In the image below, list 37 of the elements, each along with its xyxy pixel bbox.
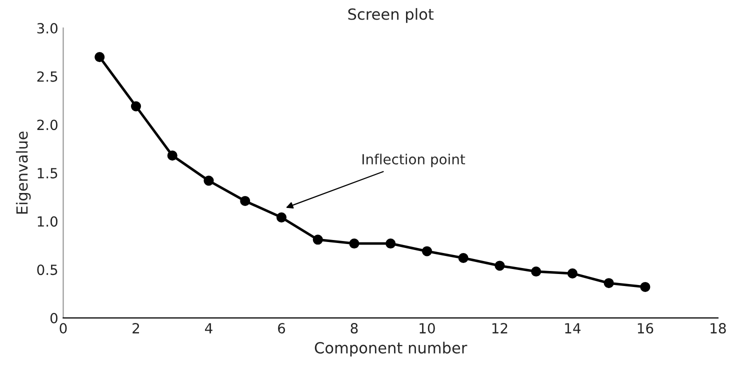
point	[422, 246, 432, 256]
x-tick-label: 10	[420, 323, 435, 334]
point	[458, 252, 468, 264]
y-tick-label: 3.0	[37, 23, 58, 34]
chart-title: Screen plot	[348, 8, 434, 23]
y-axis-title: Eigenvalue	[16, 132, 31, 214]
point	[494, 260, 505, 271]
y-tick-label: 1.0	[38, 216, 58, 227]
point	[531, 266, 542, 277]
x-tick-label: 14	[565, 323, 581, 334]
y-tick-label: 2.5	[37, 71, 58, 82]
point	[312, 234, 323, 245]
y-tick-label: 0	[50, 312, 58, 324]
y-tick-label: 0.5	[37, 264, 58, 276]
point	[604, 278, 614, 288]
x-tick-label: 2	[132, 323, 140, 334]
point	[94, 52, 105, 62]
x-tick-label: 18	[710, 323, 726, 334]
x-tick-label: 16	[638, 323, 654, 334]
point	[167, 150, 178, 161]
x-tick-label: 8	[350, 323, 358, 334]
point	[386, 238, 396, 249]
x-axis-title: Component number	[314, 342, 468, 357]
point	[640, 282, 650, 292]
y-tick-label: 2.0	[37, 120, 58, 130]
x-tick-label: 0	[60, 323, 67, 334]
y-tick-label: 1.5	[38, 168, 58, 178]
x-tick-label: 6	[278, 323, 286, 334]
x-tick-label: 4	[204, 323, 212, 334]
point	[276, 212, 287, 222]
point	[349, 238, 360, 249]
x-tick-label: 12	[492, 323, 508, 334]
annotation: Inflection point	[362, 154, 466, 168]
point	[130, 101, 142, 112]
point	[240, 196, 250, 206]
point	[204, 176, 214, 186]
point	[567, 268, 578, 278]
